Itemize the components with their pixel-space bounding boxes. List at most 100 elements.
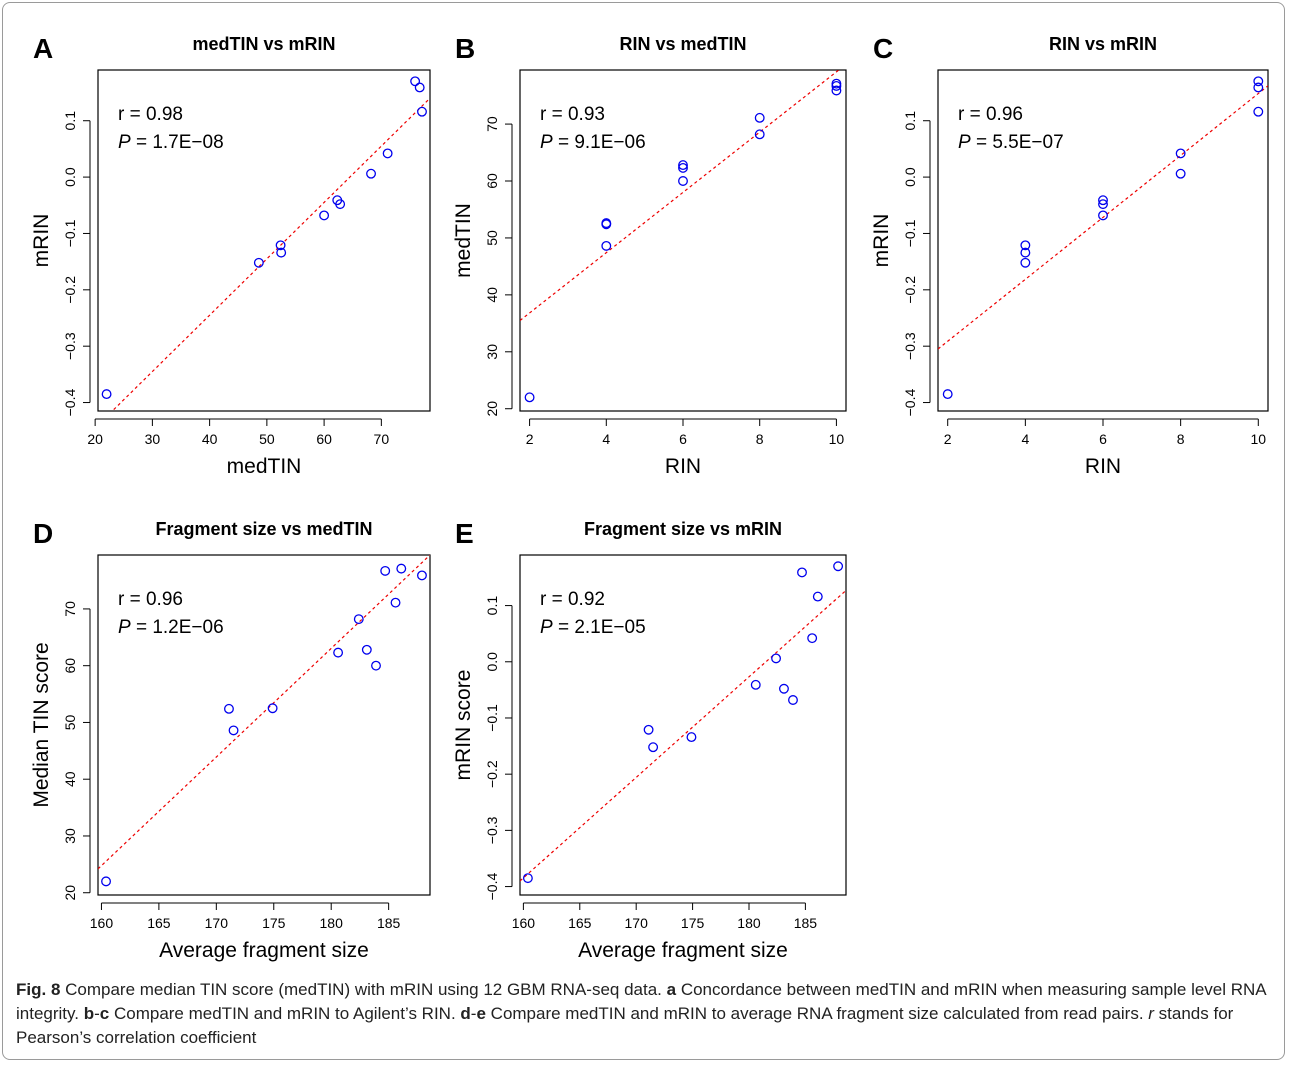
data-point	[380, 565, 391, 576]
stat-p-symbol: P	[958, 132, 971, 153]
panel-letter: E	[455, 518, 474, 549]
x-tick-label: 8	[756, 431, 764, 447]
y-tick-label: 50	[484, 230, 500, 246]
data-point	[648, 742, 659, 753]
regression-line	[98, 555, 430, 870]
panel-title: medTIN vs mRIN	[192, 34, 335, 54]
data-point	[353, 614, 364, 625]
y-tick-label: −0.4	[484, 873, 500, 901]
y-tick-label: −0.4	[902, 389, 918, 417]
caption-text-2: Compare medTIN and mRIN to Agilent’s RIN…	[109, 1004, 461, 1023]
x-tick-label: 6	[1099, 431, 1107, 447]
stat-p-value: = 5.5E−07	[971, 132, 1064, 153]
x-tick-label: 6	[679, 431, 687, 447]
stat-p-symbol: P	[118, 132, 131, 153]
plot-box	[97, 69, 431, 412]
x-tick-label: 175	[681, 915, 705, 931]
data-point	[1020, 257, 1031, 268]
data-point	[686, 732, 697, 743]
caption-ref-e: e	[476, 1004, 486, 1023]
data-point	[366, 168, 376, 179]
x-tick-label: 180	[737, 915, 761, 931]
panel-b: B RIN vs medTIN 2 4 6 8 10 RIN 20 30 40 50 60 70 medTI…	[452, 33, 847, 478]
y-axis-label: mRIN	[30, 214, 53, 268]
data-point	[831, 85, 842, 96]
y-tick-label: −0.1	[62, 219, 78, 247]
panel-title: Fragment size vs medTIN	[155, 519, 372, 539]
y-tick-label: 0.1	[62, 111, 78, 131]
data-point	[1020, 240, 1031, 251]
x-tick-label: 4	[602, 431, 610, 447]
y-axis-label: mRIN score	[452, 670, 475, 781]
y-tick-label: 70	[62, 601, 78, 617]
data-point	[643, 724, 654, 735]
y-tick-label: 50	[62, 714, 78, 730]
data-point	[1098, 210, 1108, 221]
regression-line	[111, 97, 430, 411]
stat-p-symbol: P	[540, 132, 553, 153]
x-tick-label: 30	[145, 431, 161, 447]
x-tick-label: 160	[512, 915, 536, 931]
stat-p: P = 5.5E−07	[958, 132, 1064, 153]
caption-dash-2: -	[470, 1004, 477, 1023]
panel-title: Fragment size vs mRIN	[584, 519, 782, 539]
caption-fig-label: Fig. 8	[16, 980, 61, 999]
data-point	[678, 176, 688, 186]
y-tick-label: 20	[62, 885, 78, 901]
stat-p-value: = 1.2E−06	[131, 617, 224, 638]
x-tick-label: 165	[147, 915, 171, 931]
regression-line	[520, 589, 846, 882]
y-tick-label: −0.3	[484, 816, 500, 844]
panel-letter: D	[33, 518, 53, 549]
data-point	[371, 660, 381, 671]
data-point	[750, 679, 761, 690]
y-axis-label: Median TIN score	[30, 642, 53, 807]
x-tick-label: 60	[316, 431, 332, 447]
y-axis-label: mRIN	[870, 214, 893, 268]
data-point	[1175, 168, 1186, 179]
data-point	[601, 218, 612, 229]
x-tick-label: 180	[320, 915, 344, 931]
x-tick-label: 165	[568, 915, 592, 931]
plot-box	[519, 554, 847, 896]
y-tick-label: 30	[484, 344, 500, 360]
data-point	[1098, 199, 1108, 210]
stat-p-value: = 2.1E−05	[553, 617, 646, 638]
x-tick-label: 50	[259, 431, 275, 447]
panel-c: C RIN vs mRIN 2 4 6 8 10 RIN −0.4 −0.3 −0.2 −0.1 0.0…	[870, 33, 1269, 478]
x-axis-label: Average fragment size	[159, 939, 369, 962]
y-tick-label: 40	[484, 287, 500, 303]
panel-d: D Fragment size vs medTIN 160 165 170 175 180 1…	[30, 518, 431, 962]
x-tick-label: 185	[794, 915, 818, 931]
panel-e: E Fragment size vs mRIN 160 165 170 175 180 185…	[452, 518, 847, 962]
data-point	[1253, 82, 1264, 93]
caption-text-1: Concordance between medTIN and mRIN when…	[16, 980, 1266, 1023]
data-point	[831, 78, 842, 89]
x-tick-label: 2	[944, 431, 952, 447]
data-point	[1253, 76, 1264, 87]
y-tick-label: 0.0	[62, 167, 78, 187]
data-point	[253, 257, 264, 268]
stat-p: P = 9.1E−06	[540, 132, 646, 153]
y-tick-label: −0.1	[902, 219, 918, 247]
x-tick-label: 8	[1177, 431, 1185, 447]
x-tick-label: 40	[202, 431, 218, 447]
data-point	[396, 563, 407, 574]
panel-letter: A	[33, 33, 53, 64]
stat-r: r = 0.98	[118, 104, 183, 125]
x-tick-label: 185	[377, 915, 401, 931]
caption-text-4: stands for Pearson’s correlation coeffic…	[16, 1004, 1234, 1047]
caption-ref-b: b	[83, 1004, 95, 1023]
stat-p: P = 1.2E−06	[118, 617, 224, 638]
panel-letter: C	[873, 33, 893, 64]
regression-line	[520, 70, 840, 321]
x-tick-label: 10	[1251, 431, 1267, 447]
data-point	[267, 703, 278, 714]
caption-ref-d: d	[460, 1004, 471, 1023]
y-tick-label: 0.0	[484, 652, 500, 672]
data-point	[812, 591, 823, 602]
data-point	[788, 695, 798, 705]
stat-p-symbol: P	[118, 617, 131, 638]
data-point	[678, 160, 688, 171]
stat-p: P = 2.1E−05	[540, 617, 646, 638]
